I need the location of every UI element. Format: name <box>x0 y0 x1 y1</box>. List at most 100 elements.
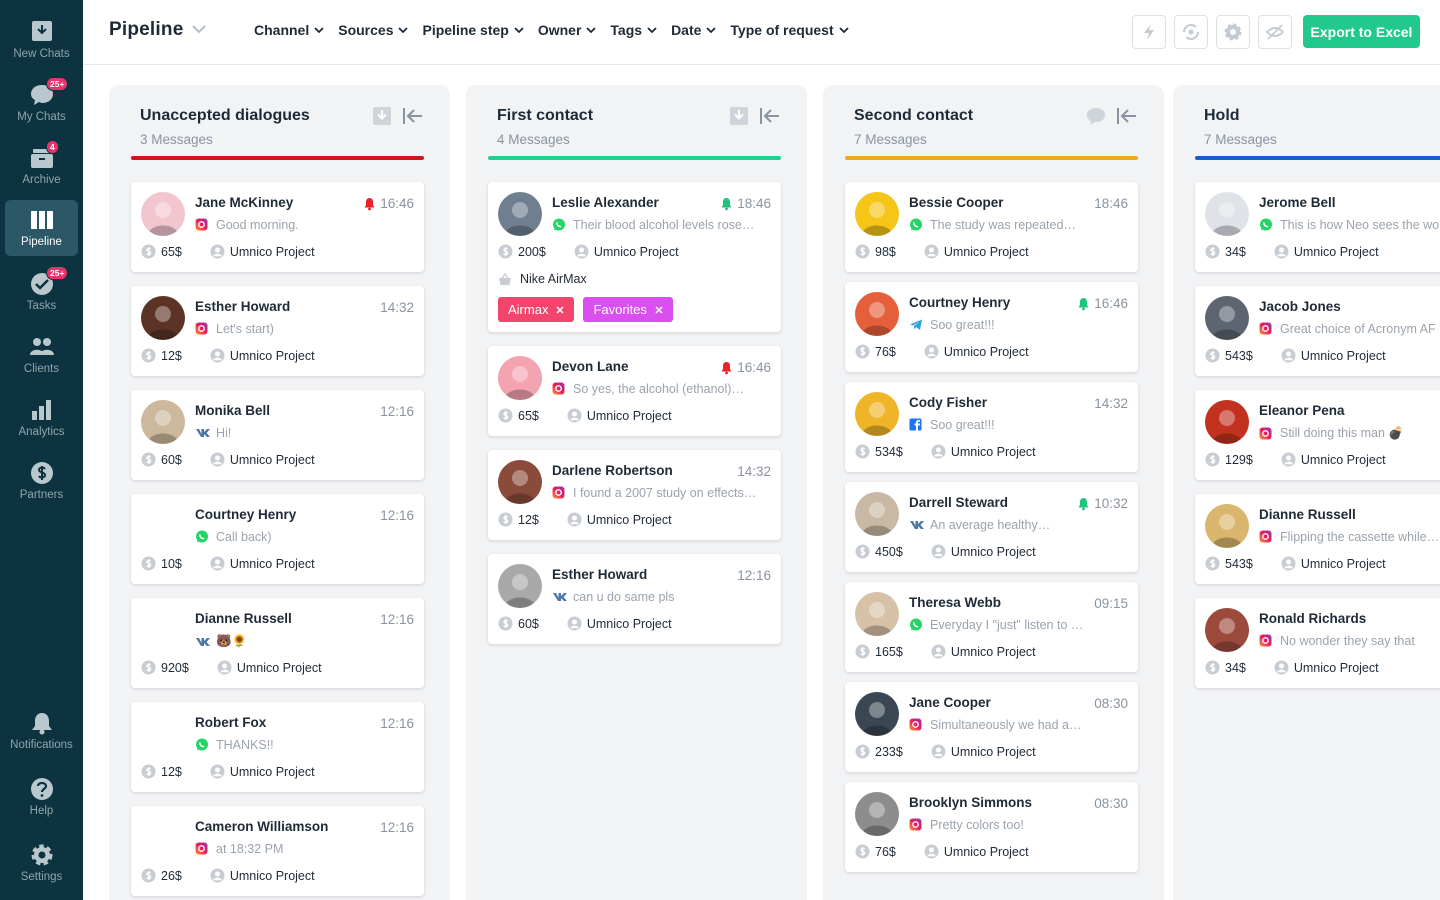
amount-icon <box>141 764 156 779</box>
icon-part <box>38 211 45 229</box>
sidebar-label: Clients <box>23 362 60 375</box>
deal-amount: 76$ <box>875 344 896 359</box>
icon-part <box>1277 669 1286 673</box>
settings-button[interactable] <box>1216 15 1250 49</box>
icon-part <box>586 26 597 33</box>
dialog-card[interactable]: Dianne Russell Flipping the cassette whil… <box>1195 494 1440 584</box>
contact-name: Jerome Bell <box>1259 195 1336 210</box>
dialog-card[interactable]: Jane Cooper 08:30 Simultaneously we had a…… <box>845 682 1138 772</box>
deal-amount: 543$ <box>1225 556 1253 571</box>
sidebar-item[interactable]: New Chats <box>5 8 78 71</box>
filter[interactable]: Channel <box>254 22 324 38</box>
project-name: Umnico Project <box>229 868 315 883</box>
last-message: So yes, the alcohol (ethanol)… <box>552 382 744 396</box>
dialog-card[interactable]: Jacob Jones Great choice of Acronym AF 543… <box>1195 286 1440 376</box>
sidebar-item[interactable]: Tasks 25+ <box>5 260 78 323</box>
amount-icon <box>141 348 156 363</box>
avatar <box>1205 400 1249 444</box>
tag[interactable]: Favorites <box>583 297 673 322</box>
sidebar-item[interactable]: Clients <box>5 323 78 386</box>
sidebar-item[interactable]: Pipeline <box>5 200 78 256</box>
dialog-card[interactable]: Cody Fisher 14:32 Soo great!!! 534$ Umnico P… <box>845 382 1138 472</box>
last-message: Call back) <box>195 530 272 544</box>
project-name: Umnico Project <box>586 512 672 527</box>
dialog-card[interactable]: Cameron Williamson 12:16 at 18:32 PM 26$ Umn… <box>131 806 424 896</box>
automation-button[interactable] <box>1132 15 1166 49</box>
dialog-card[interactable]: Brooklyn Simmons 08:30 Pretty colors too! 7… <box>845 782 1138 872</box>
contact-name: Robert Fox <box>195 715 267 730</box>
dialog-card[interactable]: Courtney Henry 16:46 Soo great!!! 76$ Umnico… <box>845 282 1138 372</box>
sync-button[interactable] <box>1174 15 1208 49</box>
dialog-card[interactable]: Eleanor Pena Still doing this man 💣 129$ Um… <box>1195 390 1440 480</box>
message-time: 08:30 <box>1094 796 1128 811</box>
message-time: 12:16 <box>380 508 414 523</box>
card-footer: 10$ Umnico Project <box>141 556 315 571</box>
sidebar-item[interactable]: Partners <box>5 449 78 512</box>
tag[interactable]: Airmax <box>498 297 575 322</box>
sidebar-item[interactable]: Archive 4 <box>5 134 78 197</box>
sidebar-item[interactable]: Help <box>5 764 78 830</box>
card-footer: 34$ Umnico Project <box>1205 660 1379 675</box>
dialog-card[interactable]: Ronald Richards No wonder they say that 34… <box>1195 598 1440 688</box>
filter[interactable]: Pipeline step <box>422 22 524 38</box>
dialog-card[interactable]: Leslie Alexander 18:46 Their blood alcohol… <box>488 182 781 332</box>
card-footer: 129$ Umnico Project <box>1205 452 1386 467</box>
dialog-card[interactable]: Darrell Steward 10:32 An average healthy… 4… <box>845 482 1138 572</box>
contact-name: Monika Bell <box>195 403 271 418</box>
sidebar-item[interactable]: My Chats 25+ <box>5 71 78 134</box>
sidebar-item[interactable]: Analytics <box>5 386 78 449</box>
filter[interactable]: Owner <box>538 22 597 38</box>
filter[interactable]: Sources <box>338 22 409 38</box>
icon-part <box>1210 351 1216 360</box>
message-text: Hi! <box>216 426 232 440</box>
sidebar-label: Tasks <box>26 299 57 312</box>
dialog-card[interactable]: Theresa Webb 09:15 Everyday I "just" liste… <box>845 582 1138 672</box>
contact-name: Jane Cooper <box>909 695 991 710</box>
dialog-card[interactable]: Bessie Cooper 18:46 The study was repeated… <box>845 182 1138 272</box>
icon-part <box>213 773 222 777</box>
icon-part <box>504 389 536 400</box>
dialog-card[interactable]: Esther Howard 12:16 can u do same pls 60$ Um… <box>488 554 781 644</box>
dialog-card[interactable]: Devon Lane 16:46 So yes, the alcohol (etha… <box>488 346 781 436</box>
sidebar-icon <box>30 84 53 105</box>
avatar-silhouette <box>147 202 179 236</box>
export-button[interactable]: Export to Excel <box>1303 15 1420 48</box>
icon-part <box>869 702 885 718</box>
icon-part <box>40 794 43 797</box>
channel-icon-instagram <box>1259 634 1272 647</box>
icon-part <box>213 877 222 881</box>
dialog-card[interactable]: Jerome Bell This is how Neo sees the wo 34… <box>1195 182 1440 272</box>
project-icon <box>210 452 225 467</box>
icon-part <box>1188 29 1194 35</box>
dialog-card[interactable]: Jane McKinney 16:46 Good morning. 65$ Umnico… <box>131 182 424 272</box>
icon-part <box>1230 29 1236 35</box>
title-chevron[interactable] <box>192 24 206 34</box>
sidebar-item[interactable]: Settings <box>5 830 78 896</box>
column-color-line <box>845 156 1138 160</box>
project-icon <box>217 660 232 675</box>
message-text: Simultaneously we had a… <box>930 718 1082 732</box>
sidebar-item[interactable]: Notifications <box>5 698 78 764</box>
column-title: Hold <box>1204 107 1240 124</box>
project-icon <box>1274 660 1289 675</box>
message-text: at 18:32 PM <box>216 842 284 856</box>
avatar-silhouette <box>861 602 893 636</box>
icon-part <box>38 851 45 859</box>
project-name: Umnico Project <box>586 616 672 631</box>
message-time: 08:30 <box>1094 696 1128 711</box>
filter[interactable]: Date <box>671 22 717 38</box>
dialog-card[interactable]: Robert Fox 12:16 THANKS!! 12$ Umnico Project <box>131 702 424 792</box>
icon-part <box>869 602 885 618</box>
dialog-card[interactable]: Darlene Robertson 14:32 I found a 2007 stu… <box>488 450 781 540</box>
filter[interactable]: Type of request <box>730 22 849 38</box>
dialog-card[interactable]: Dianne Russell 12:16 🐻🌻 920$ Umnico Project <box>131 598 424 688</box>
dialog-card[interactable]: Courtney Henry 12:16 Call back) 10$ Umnico P… <box>131 494 424 584</box>
dialog-card[interactable]: Monika Bell 12:16 Hi! 60$ Umnico Project <box>131 390 424 480</box>
card-list: Jerome Bell This is how Neo sees the wo 34… <box>1195 182 1440 688</box>
deal-amount: 450$ <box>875 544 903 559</box>
filter[interactable]: Tags <box>610 22 657 38</box>
hide-button[interactable] <box>1258 15 1292 49</box>
icon-part <box>1278 663 1284 669</box>
icon-part <box>860 847 866 856</box>
dialog-card[interactable]: Esther Howard 14:32 Let's start) 12$ Umnico … <box>131 286 424 376</box>
